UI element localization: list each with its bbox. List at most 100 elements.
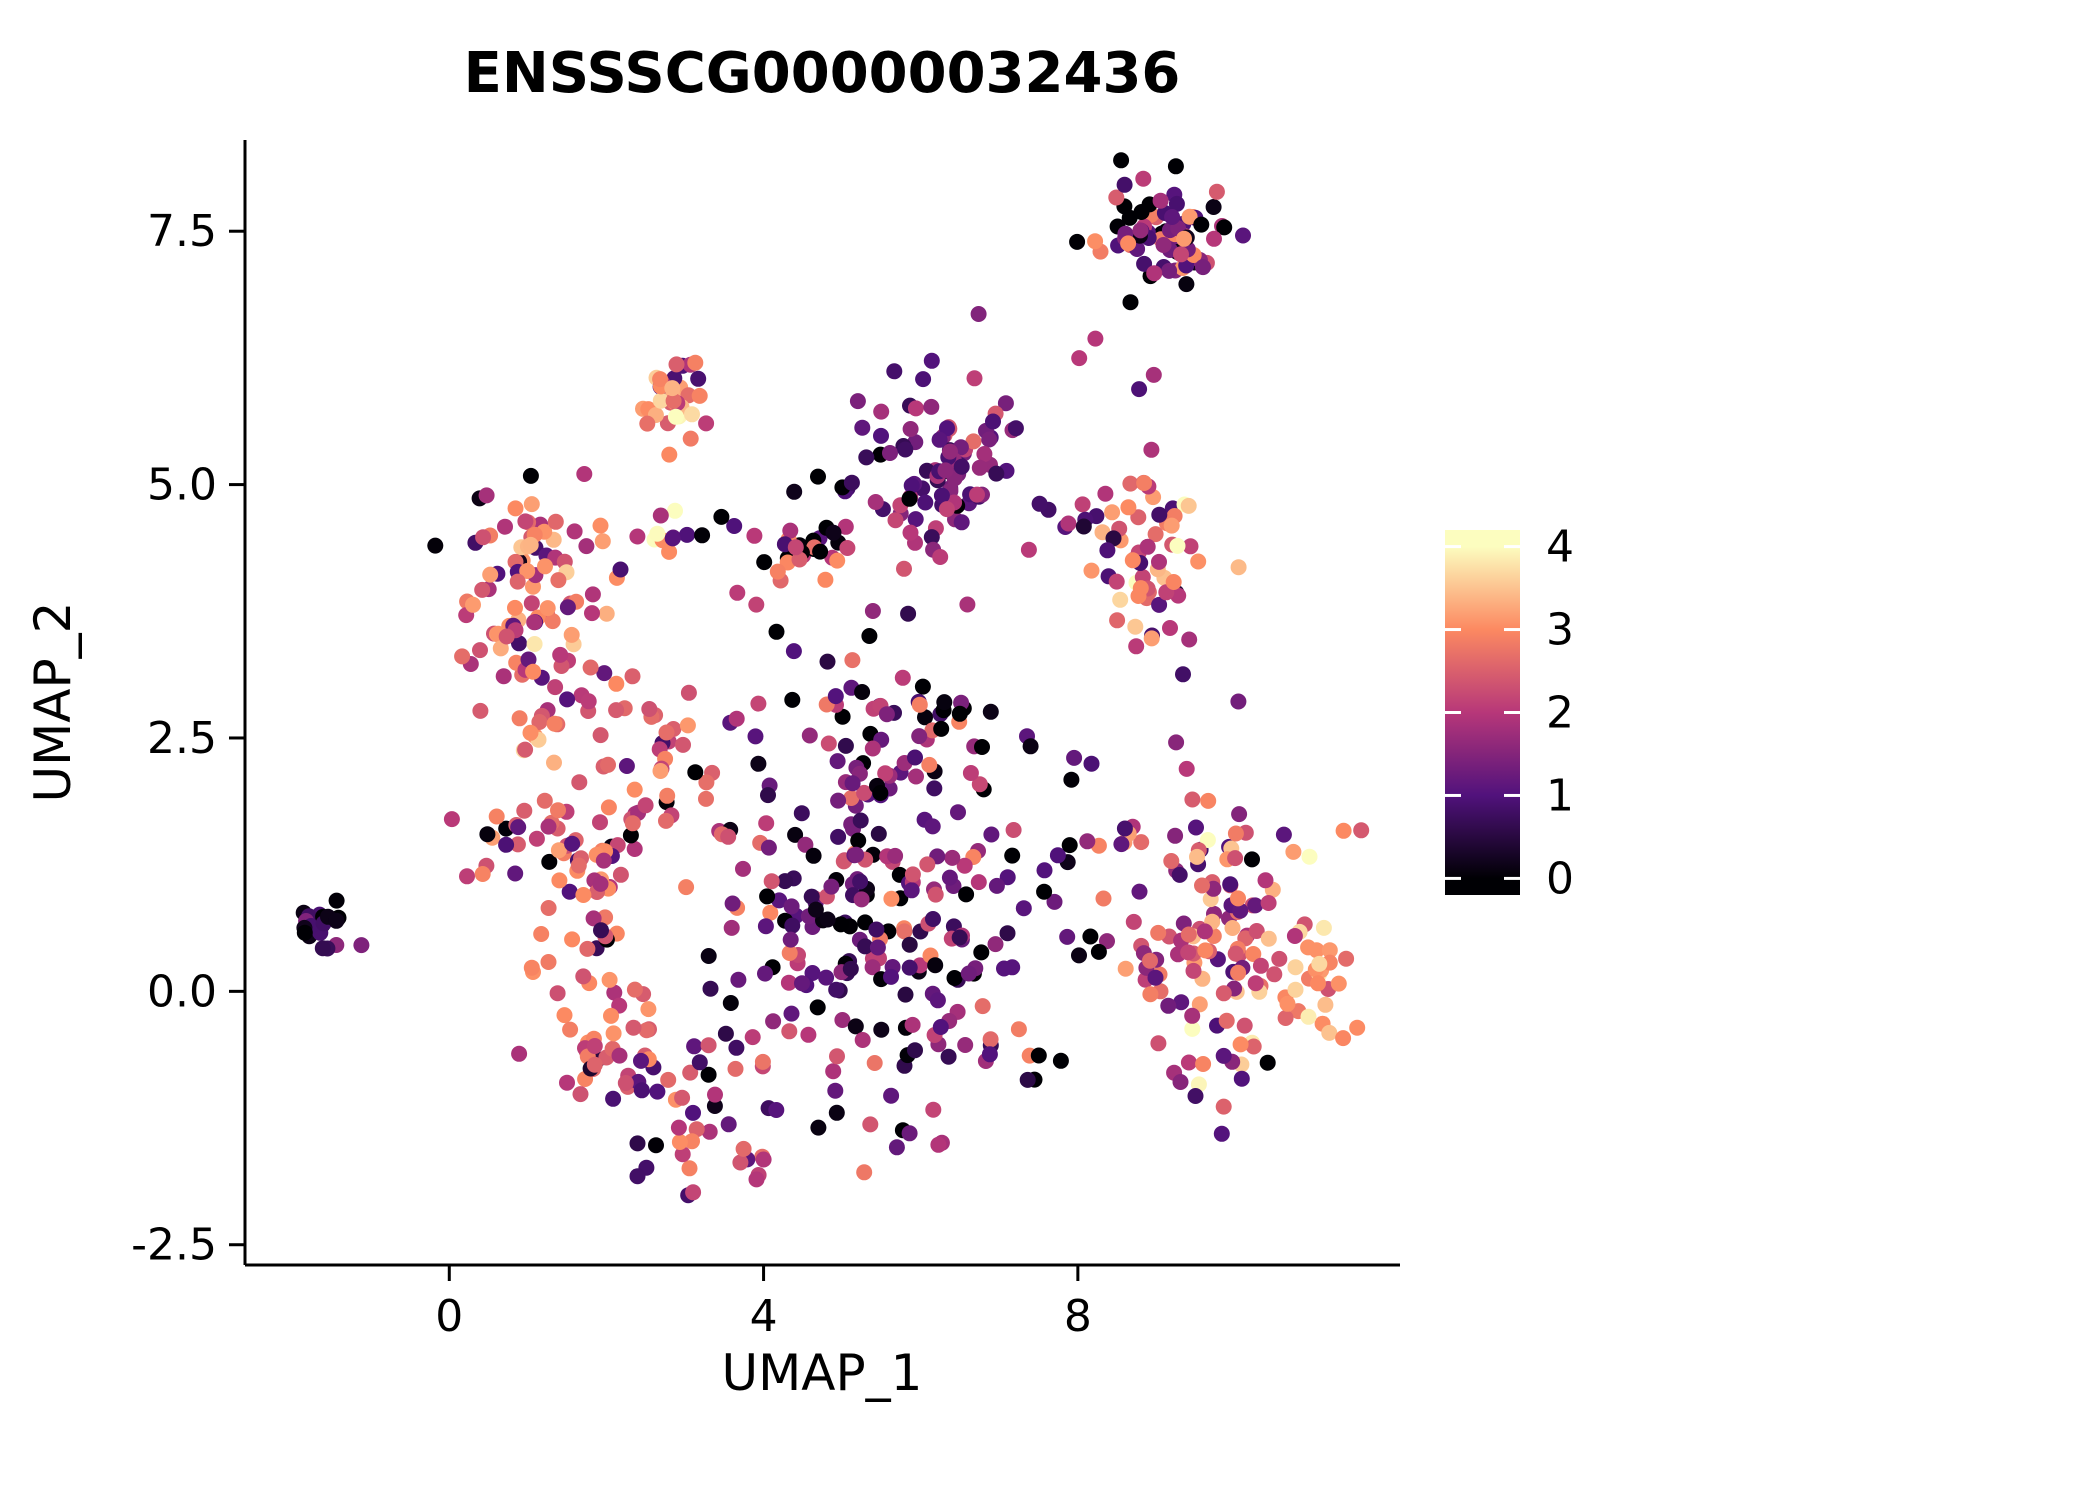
scatter-point: [970, 306, 987, 322]
scatter-point: [927, 957, 944, 974]
scatter-point: [679, 717, 696, 734]
scatter-point: [803, 888, 820, 905]
scatter-point: [819, 911, 836, 928]
scatter-point: [1165, 574, 1182, 590]
scatter-point: [1169, 537, 1186, 554]
scatter-point: [509, 836, 526, 853]
scatter-point: [1338, 950, 1355, 967]
scatter-point: [1155, 237, 1172, 253]
y-tick-label: -2.5: [131, 1220, 217, 1271]
scatter-point: [1160, 997, 1177, 1014]
scatter-point: [1122, 475, 1139, 492]
scatter-point: [1113, 836, 1130, 853]
scatter-point: [784, 917, 801, 934]
scatter-point: [1133, 834, 1150, 851]
scatter-point: [830, 792, 847, 809]
scatter-point: [702, 980, 719, 997]
scatter-point: [902, 421, 919, 437]
scatter-point: [443, 811, 460, 828]
scatter-point: [1136, 475, 1153, 491]
scatter-point: [668, 356, 685, 373]
scatter-point: [633, 1082, 650, 1099]
scatter-point: [540, 954, 557, 970]
scatter-point: [1266, 966, 1283, 983]
scatter-point: [812, 543, 829, 560]
scatter-point: [832, 916, 849, 933]
scatter-point: [1120, 235, 1137, 252]
scatter-point: [681, 1160, 698, 1177]
scatter-point: [674, 1089, 691, 1106]
scatter-point: [757, 965, 773, 982]
scatter-point: [830, 828, 847, 845]
colorbar-tick-label: 3: [1546, 605, 1574, 656]
scatter-point: [1194, 877, 1210, 894]
scatter-point: [559, 1074, 575, 1091]
scatter-point: [1279, 995, 1296, 1012]
scatter-point: [810, 1119, 827, 1136]
scatter-point: [1275, 826, 1292, 843]
scatter-point: [537, 558, 553, 575]
scatter-point: [454, 648, 471, 665]
scatter-point: [925, 1101, 942, 1118]
scatter-point: [600, 756, 616, 773]
scatter-point: [844, 775, 861, 792]
scatter-point: [1233, 1070, 1250, 1087]
scatter-point: [544, 613, 561, 630]
scatter-point: [1167, 827, 1184, 844]
scatter-point: [520, 651, 537, 668]
scatter-point: [760, 839, 777, 856]
scatter-point: [862, 1116, 879, 1133]
scatter-point: [570, 857, 587, 874]
scatter-point: [511, 1045, 528, 1062]
scatter-point: [878, 706, 895, 723]
scatter-point: [713, 508, 730, 525]
scatter-point: [887, 847, 904, 864]
scatter-point: [777, 873, 793, 890]
scatter-point: [1145, 366, 1162, 383]
scatter-point: [629, 1135, 646, 1152]
scatter-point: [665, 392, 682, 409]
scatter-point: [1131, 381, 1148, 398]
scatter-point: [809, 999, 826, 1016]
scatter-point: [1310, 975, 1326, 992]
scatter-point: [1142, 986, 1159, 1003]
scatter-point: [1224, 920, 1241, 936]
scatter-point: [866, 1055, 883, 1071]
scatter-point: [511, 635, 527, 652]
scatter-point: [810, 468, 826, 485]
scatter-point: [629, 1168, 646, 1185]
scatter-point: [546, 754, 562, 771]
x-tick-label: 4: [750, 1291, 778, 1342]
scatter-point: [827, 688, 844, 705]
scatter-point: [1300, 1008, 1317, 1025]
scatter-point: [843, 790, 860, 806]
scatter-point: [582, 659, 599, 676]
scatter-point: [492, 640, 509, 657]
scatter-point: [794, 975, 810, 992]
scatter-point: [782, 522, 799, 539]
scatter-point: [682, 1064, 699, 1081]
scatter-point: [1236, 1017, 1253, 1034]
scatter-point: [559, 691, 576, 708]
scatter-point: [497, 518, 513, 535]
scatter-point: [1150, 924, 1167, 941]
y-tick-label: 0.0: [147, 966, 217, 1017]
scatter-point: [1195, 1056, 1212, 1072]
scatter-point: [1052, 1052, 1069, 1069]
scatter-point: [951, 929, 968, 946]
scatter-point: [1321, 942, 1338, 959]
scatter-point: [907, 400, 924, 417]
scatter-point: [842, 960, 859, 977]
scatter-point: [1205, 199, 1222, 215]
scatter-point: [1315, 919, 1332, 936]
scatter-point: [690, 370, 707, 387]
scatter-point: [820, 735, 837, 752]
scatter-point: [929, 992, 946, 1009]
scatter-point: [925, 911, 941, 927]
scatter-point: [652, 763, 669, 779]
scatter-point: [807, 901, 824, 918]
scatter-point: [981, 431, 998, 448]
scatter-point: [1022, 738, 1039, 755]
scatter-point: [605, 1090, 622, 1107]
scatter-point: [624, 815, 641, 832]
